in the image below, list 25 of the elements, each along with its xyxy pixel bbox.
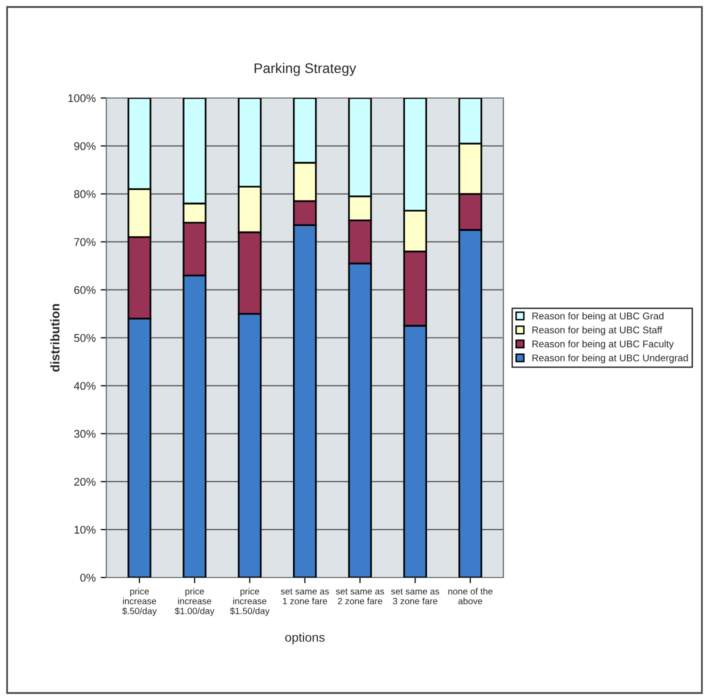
x-tick-label: set same as 1 zone fare (280, 588, 329, 604)
legend-label: Reason for being at UBC Undergrad (532, 354, 688, 364)
y-tick-label: 70% (74, 238, 96, 246)
legend-label: Reason for being at UBC Faculty (532, 340, 674, 350)
x-tick-label: price increase $.50/day (122, 588, 157, 616)
x-tick-label: set same as 3 zone fare (391, 588, 440, 604)
y-tick-label: 10% (74, 526, 96, 534)
legend-label: Reason for being at UBC Grad (532, 312, 664, 322)
y-tick-label: 80% (74, 190, 96, 198)
y-tick-label: 40% (74, 382, 96, 390)
y-tick-label: 100% (68, 94, 96, 102)
x-tick-label: none of the above (448, 588, 492, 604)
y-tick-label: 50% (74, 334, 96, 342)
y-tick-label: 0% (80, 574, 96, 582)
x-tick-label: price increase $1.50/day (230, 588, 270, 616)
y-axis-title: distribution (50, 304, 60, 372)
y-tick-label: 90% (74, 142, 96, 150)
x-tick-label: price increase $1.00/day (174, 588, 214, 616)
x-tick-label: set same as 2 zone fare (336, 588, 384, 604)
x-axis-title: options (285, 632, 325, 644)
legend-label: Reason for being at UBC Staff (532, 326, 662, 336)
chart-title: Parking Strategy (254, 62, 356, 76)
y-tick-label: 30% (74, 430, 96, 438)
y-tick-label: 60% (74, 286, 96, 294)
y-tick-label: 20% (74, 478, 96, 486)
